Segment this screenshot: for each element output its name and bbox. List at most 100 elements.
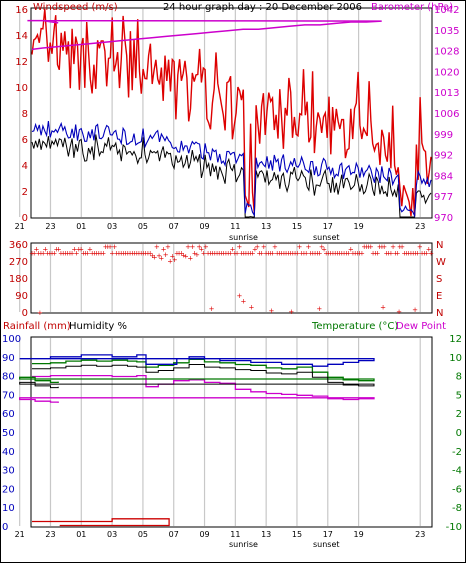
direction-point: + [383, 250, 389, 258]
baro-tick-label: 970 [434, 213, 453, 224]
direction-point: + [147, 250, 153, 258]
compass-tick-label: N [436, 308, 443, 319]
feels-like-line [19, 364, 375, 389]
direction-point: + [310, 250, 316, 258]
direction-point: + [396, 308, 402, 316]
direction-point: + [138, 250, 144, 258]
x-tick-label: 09 [199, 222, 209, 231]
direction-point: + [227, 250, 233, 258]
direction-tick-label: 90 [15, 291, 28, 302]
direction-point: + [399, 243, 405, 251]
dewpoint-line [19, 374, 375, 403]
direction-point: + [294, 250, 300, 258]
wind-axis-label: Windspeed (m/s) [33, 2, 118, 13]
direction-point: + [49, 250, 55, 258]
x-tick-label: 13 [261, 530, 271, 539]
direction-point: + [36, 250, 42, 258]
temperature-tick-label: -10 [446, 522, 462, 533]
direction-point: + [417, 243, 423, 251]
direction-point: + [156, 252, 162, 260]
direction-point: + [305, 243, 311, 251]
direction-point: + [276, 250, 282, 258]
direction-point: + [380, 303, 386, 311]
humidity-line [19, 354, 375, 367]
x-tick-label: 07 [169, 530, 179, 539]
wind-tick-label: 16 [15, 5, 28, 16]
direction-point: + [252, 245, 258, 253]
baro-tick-label: 1006 [434, 109, 459, 120]
compass-tick-label: S [436, 274, 442, 285]
x-tick-label: 07 [169, 222, 179, 231]
direction-point: + [263, 250, 269, 258]
x-tick-label: 21 [15, 222, 25, 231]
direction-point: + [363, 243, 369, 251]
direction-point: + [190, 243, 196, 251]
direction-point: + [237, 292, 243, 300]
direction-point: + [107, 243, 113, 251]
direction-point: + [323, 250, 329, 258]
direction-point: + [176, 250, 182, 258]
direction-point: + [406, 250, 412, 258]
direction-point: + [408, 250, 414, 258]
direction-point: + [386, 250, 392, 258]
direction-point: + [62, 250, 68, 258]
temperature-tick-label: 5 [456, 390, 462, 401]
direction-point: + [410, 250, 416, 258]
direction-point: + [194, 251, 200, 259]
direction-point: + [290, 250, 296, 258]
baro-tick-label: 992 [434, 151, 453, 162]
baro-tick-label: 977 [434, 192, 453, 203]
direction-point: + [401, 250, 407, 258]
x-tick-label: 23 [45, 530, 55, 539]
direction-point: + [60, 250, 66, 258]
direction-point: + [341, 250, 347, 258]
direction-point: + [40, 250, 46, 258]
x-tick-label: 03 [107, 530, 117, 539]
wind-tick-label: 0 [22, 213, 28, 224]
direction-point: + [100, 250, 106, 258]
dew-axis-label: Dew Point [396, 321, 446, 332]
x-tick-label: 23 [45, 222, 55, 231]
direction-point: + [178, 250, 184, 258]
direction-point: + [241, 250, 247, 258]
direction-point: + [167, 258, 173, 266]
baro-tick-label: 999 [434, 130, 453, 141]
direction-point: + [192, 250, 198, 258]
direction-point: + [136, 250, 142, 258]
humidity-tick-label: 50 [2, 428, 15, 439]
direction-point: + [395, 250, 401, 258]
direction-point: + [412, 306, 418, 314]
direction-point: + [381, 243, 387, 251]
direction-point: + [31, 250, 37, 258]
direction-point: + [74, 250, 80, 258]
direction-point: + [236, 243, 242, 251]
direction-point: + [205, 250, 211, 258]
direction-point: + [297, 243, 303, 251]
x-tick-label: 11 [230, 530, 240, 539]
direction-point: + [279, 250, 285, 258]
direction-point: + [232, 250, 238, 258]
direction-point: + [219, 250, 225, 258]
direction-point: + [183, 252, 189, 260]
x-tick-label: 01 [76, 530, 86, 539]
panel-direction-frame [30, 242, 433, 314]
direction-point: + [421, 250, 427, 258]
direction-point: + [355, 250, 361, 258]
direction-point: + [359, 250, 365, 258]
gust-line [31, 134, 432, 218]
direction-point: + [56, 245, 62, 253]
direction-point: + [78, 245, 84, 253]
direction-tick-label: 270 [9, 257, 28, 268]
direction-point: + [361, 243, 367, 251]
humidity-tick-label: 0 [2, 522, 8, 533]
direction-point: + [285, 250, 291, 258]
direction-point: + [249, 303, 255, 311]
direction-point: + [397, 243, 403, 251]
direction-point: + [123, 250, 129, 258]
direction-point: + [328, 250, 334, 258]
direction-point: + [281, 250, 287, 258]
direction-point: + [350, 250, 356, 258]
humidity-tick-label: 100 [2, 334, 21, 345]
direction-point: + [161, 245, 167, 253]
direction-point: + [185, 243, 191, 251]
